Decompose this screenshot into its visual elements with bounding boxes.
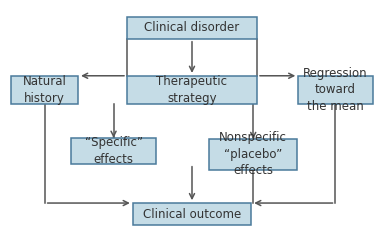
FancyBboxPatch shape <box>133 203 251 225</box>
Text: Clinical disorder: Clinical disorder <box>144 21 240 34</box>
Text: Regression
toward
the mean: Regression toward the mean <box>303 67 368 113</box>
FancyBboxPatch shape <box>209 139 297 170</box>
FancyBboxPatch shape <box>71 138 156 164</box>
FancyBboxPatch shape <box>127 17 257 39</box>
Text: Clinical outcome: Clinical outcome <box>143 208 241 221</box>
Text: Natural
history: Natural history <box>23 75 67 105</box>
Text: Therapeutic
strategy: Therapeutic strategy <box>157 75 227 105</box>
FancyBboxPatch shape <box>298 76 373 104</box>
Text: “Specific”
effects: “Specific” effects <box>84 136 142 166</box>
Text: Nonspecific
“placebo”
effects: Nonspecific “placebo” effects <box>219 131 287 177</box>
FancyBboxPatch shape <box>127 76 257 104</box>
FancyBboxPatch shape <box>11 76 78 104</box>
